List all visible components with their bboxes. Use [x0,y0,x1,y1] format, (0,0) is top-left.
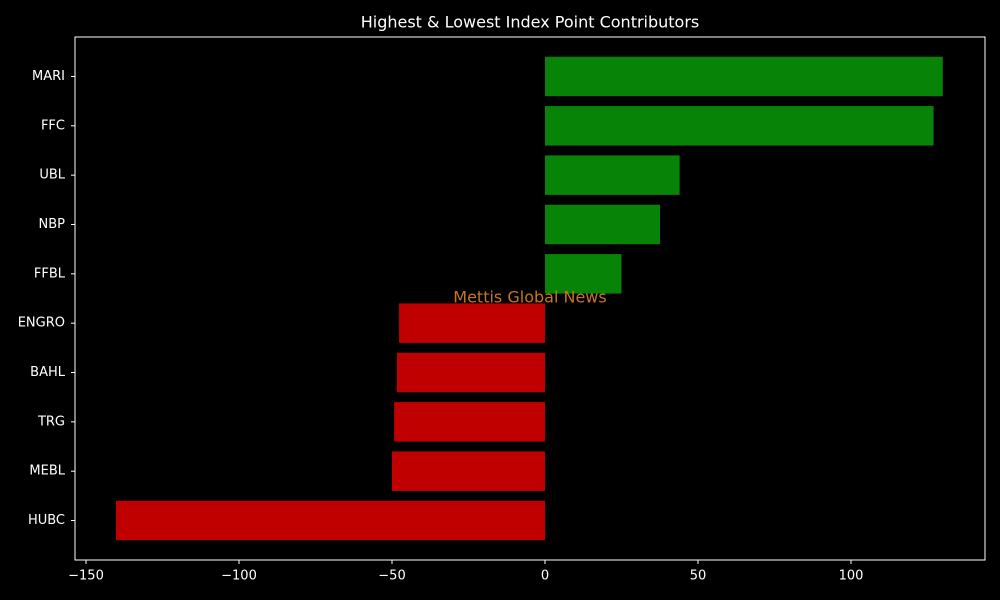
y-tick-label: FFBL [34,266,66,281]
watermark: Mettis Global News [453,288,606,307]
bar [392,451,545,491]
y-tick-label: HUBC [28,513,65,528]
bar [396,352,545,393]
y-tick-label: TRG [37,414,65,429]
chart-title: Highest & Lowest Index Point Contributor… [361,13,700,32]
y-tick-label: BAHL [30,365,66,380]
x-tick-label: 100 [839,569,864,584]
bar [544,106,934,146]
bar [544,254,622,294]
y-tick-label: ENGRO [18,316,65,331]
x-tick-label: −150 [68,569,104,584]
bar [116,500,545,541]
bar [399,303,545,343]
x-tick-label: 50 [690,569,707,584]
y-tick-label: MEBL [29,464,65,479]
bar [544,155,680,195]
bar [544,204,661,245]
y-tick-label: NBP [39,217,66,232]
x-tick-label: −100 [221,569,257,584]
x-tick-label: −50 [378,569,405,584]
plot-frame [74,36,986,561]
y-tick-label: MARI [32,69,65,84]
bar [394,402,545,442]
bar [544,56,943,97]
y-tick-label: UBL [39,168,65,183]
x-tick-label: 0 [541,569,549,584]
y-tick-label: FFC [41,118,65,133]
